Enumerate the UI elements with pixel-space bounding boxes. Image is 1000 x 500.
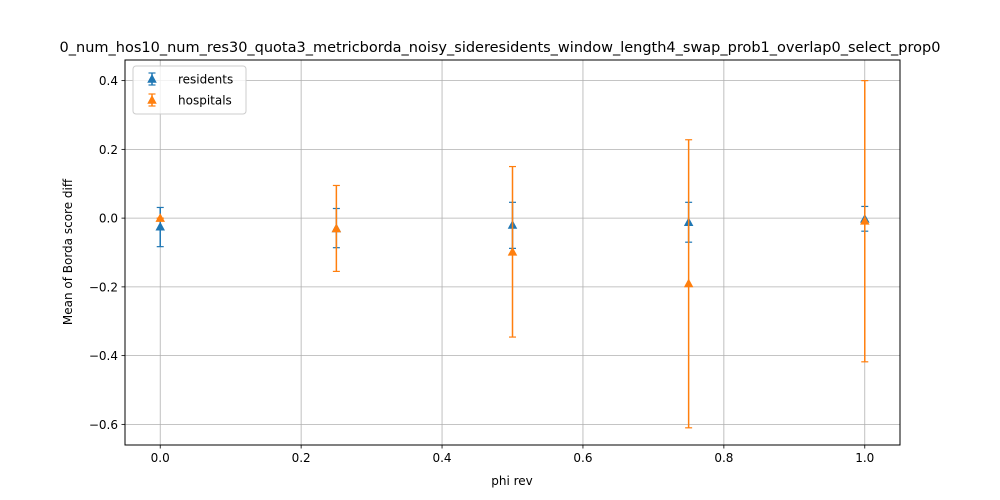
legend-box (132, 65, 247, 115)
x-tick-label: 0.6 (573, 451, 592, 465)
y-tick-label: −0.4 (89, 349, 118, 363)
x-axis: 0.0 0.2 0.4 0.6 0.8 1.0 (151, 445, 874, 465)
y-tick-label: 0.4 (99, 74, 118, 88)
legend-label-hospitals: hospitals (178, 94, 232, 108)
legend-marker-hospitals (147, 95, 157, 104)
hospitals-point (860, 215, 870, 225)
x-tick-label: 1.0 (855, 451, 874, 465)
y-tick-label: 0.2 (99, 143, 118, 157)
series-hospitals (155, 80, 870, 429)
x-tick-label: 0.8 (714, 451, 733, 465)
residents-point (155, 221, 165, 231)
y-tick-label: −0.6 (89, 418, 118, 432)
x-tick-label: 0.2 (292, 451, 311, 465)
legend-entries: residents hospitals (147, 72, 233, 108)
plot-frame (124, 59, 901, 446)
legend-marker-residents (147, 74, 157, 83)
hospitals-point (331, 223, 342, 233)
y-axis-label: Mean of Borda score diff (61, 178, 75, 325)
y-tick-label: −0.2 (89, 280, 118, 294)
legend: residents hospitals (132, 65, 247, 115)
hospitals-point (155, 213, 165, 222)
legend-label-residents: residents (178, 73, 233, 87)
y-axis: −0.6 −0.4 −0.2 0.0 0.2 0.4 (89, 74, 125, 432)
x-axis-label: phi rev (491, 474, 533, 488)
hospitals-point (507, 246, 518, 256)
hospitals-point (683, 278, 694, 288)
chart-title: 0_num_hos10_num_res30_quota3_metricborda… (60, 40, 941, 56)
x-tick-label: 0.4 (432, 451, 451, 465)
plot-area (124, 59, 901, 446)
y-tick-label: 0.0 (99, 212, 118, 226)
x-tick-label: 0.0 (151, 451, 170, 465)
series-layer (155, 80, 870, 429)
